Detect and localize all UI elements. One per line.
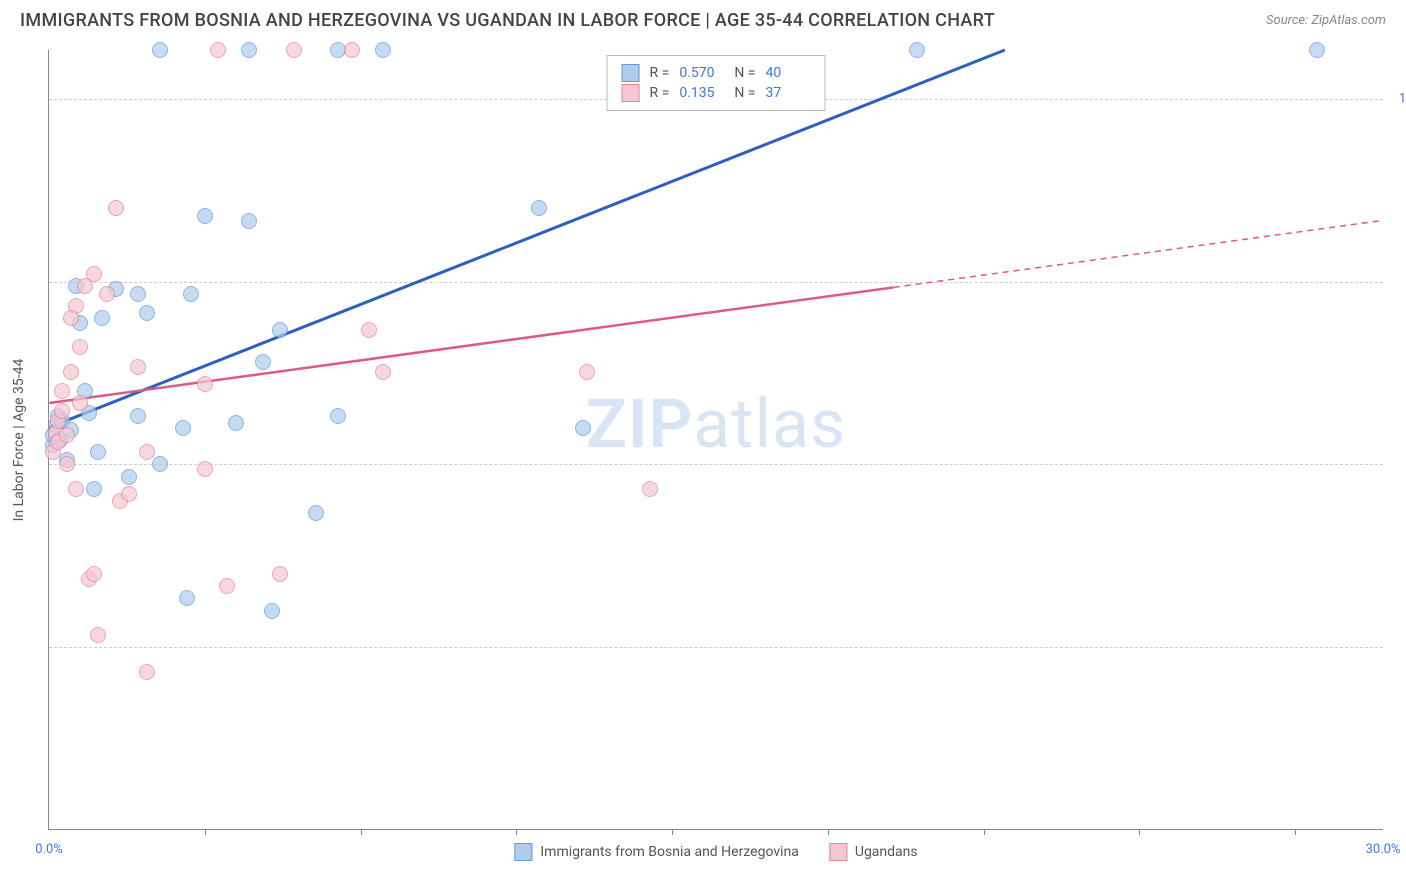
y-tick-label: 100.0% [1391,91,1406,106]
data-point-series-2 [642,481,658,497]
data-point-series-1 [241,42,257,58]
trend-lines [49,50,1383,829]
data-point-series-2 [86,266,102,282]
chart-title: IMMIGRANTS FROM BOSNIA AND HERZEGOVINA V… [20,10,995,31]
data-point-series-2 [68,481,84,497]
data-point-series-2 [139,444,155,460]
data-point-series-1 [308,505,324,521]
data-point-series-1 [175,420,191,436]
n-label: N = [734,85,755,101]
y-tick-label: 77.5% [1391,640,1406,655]
r-label: R = [650,65,670,81]
legend-swatch-2 [829,843,847,861]
data-point-series-2 [86,566,102,582]
legend-label-2: Ugandans [855,844,918,860]
r-value-2: 0.135 [679,85,724,101]
n-value-2: 37 [765,85,810,101]
data-point-series-2 [197,376,213,392]
data-point-series-2 [63,310,79,326]
x-tick [984,829,985,835]
data-point-series-2 [59,427,75,443]
data-point-series-1 [575,420,591,436]
correlation-stats-legend: R = 0.570 N = 40 R = 0.135 N = 37 [607,55,826,111]
data-point-series-2 [197,461,213,477]
data-point-series-2 [272,566,288,582]
y-axis-label: In Labor Force | Age 35-44 [11,358,27,521]
data-point-series-1 [152,456,168,472]
x-tick [361,829,362,835]
r-value-1: 0.570 [679,65,724,81]
data-point-series-1 [272,322,288,338]
data-point-series-1 [121,469,137,485]
swatch-series-1 [622,64,640,82]
data-point-series-2 [90,627,106,643]
data-point-series-2 [99,286,115,302]
x-tick [1295,829,1296,835]
data-point-series-1 [264,603,280,619]
data-point-series-2 [72,339,88,355]
data-point-series-1 [130,286,146,302]
data-point-series-2 [54,383,70,399]
legend-item-1: Immigrants from Bosnia and Herzegovina [514,843,799,861]
source-attribution: Source: ZipAtlas.com [1266,13,1386,28]
data-point-series-2 [344,42,360,58]
data-point-series-1 [152,42,168,58]
trend-line-series-2 [49,287,893,403]
data-point-series-1 [183,286,199,302]
y-tick-label: 85.0% [1391,457,1406,472]
data-point-series-1 [375,42,391,58]
trend-line-dashed-series-2 [894,220,1383,287]
data-point-series-1 [197,208,213,224]
data-point-series-1 [241,213,257,229]
data-point-series-1 [330,408,346,424]
series-legend: Immigrants from Bosnia and Herzegovina U… [514,843,917,861]
data-point-series-2 [59,456,75,472]
legend-label-1: Immigrants from Bosnia and Herzegovina [540,844,799,860]
x-tick [828,829,829,835]
data-point-series-2 [219,578,235,594]
data-point-series-2 [579,364,595,380]
data-point-series-1 [1309,42,1325,58]
x-axis-max-label: 30.0% [1366,842,1401,857]
data-point-series-1 [94,310,110,326]
data-point-series-1 [909,42,925,58]
data-point-series-2 [72,395,88,411]
legend-swatch-1 [514,843,532,861]
data-point-series-2 [54,403,70,419]
stats-row-series-1: R = 0.570 N = 40 [622,64,811,82]
data-point-series-2 [139,664,155,680]
x-tick [205,829,206,835]
n-label: N = [734,65,755,81]
data-point-series-1 [139,305,155,321]
stats-row-series-2: R = 0.135 N = 37 [622,84,811,102]
data-point-series-2 [286,42,302,58]
data-point-series-2 [130,359,146,375]
data-point-series-1 [228,415,244,431]
x-tick [1139,829,1140,835]
n-value-1: 40 [765,65,810,81]
data-point-series-2 [375,364,391,380]
r-label: R = [650,85,670,101]
data-point-series-1 [130,408,146,424]
y-tick-label: 92.5% [1391,274,1406,289]
data-point-series-1 [255,354,271,370]
data-point-series-1 [86,481,102,497]
data-point-series-2 [361,322,377,338]
data-point-series-1 [179,590,195,606]
data-point-series-1 [531,200,547,216]
data-point-series-1 [90,444,106,460]
chart-plot-area: ZIPatlas 77.5%85.0%92.5%100.0% In Labor … [48,50,1383,830]
legend-item-2: Ugandans [829,843,918,861]
x-tick [672,829,673,835]
x-tick [516,829,517,835]
trend-line-series-1 [49,50,1005,427]
x-axis-min-label: 0.0% [35,842,63,857]
swatch-series-2 [622,84,640,102]
data-point-series-2 [63,364,79,380]
data-point-series-2 [108,200,124,216]
data-point-series-2 [121,486,137,502]
data-point-series-2 [210,42,226,58]
